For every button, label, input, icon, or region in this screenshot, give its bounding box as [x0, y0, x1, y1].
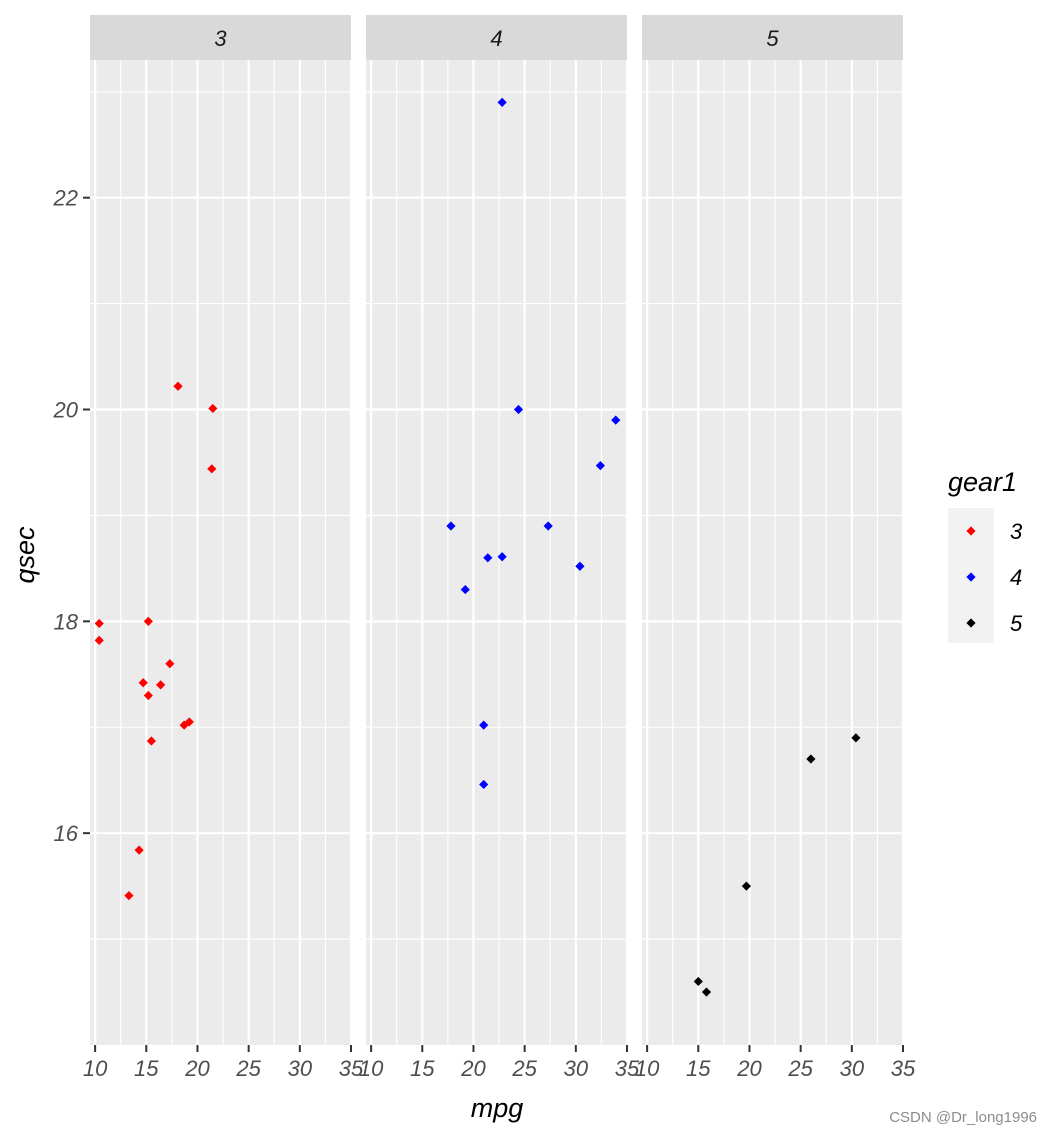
- x-tick-label: 20: [460, 1056, 486, 1081]
- data-point: [497, 552, 507, 562]
- facet-strip-label-5: 5: [766, 26, 779, 51]
- x-tick-label: 35: [615, 1056, 640, 1081]
- x-tick-label: 25: [511, 1056, 537, 1081]
- facet-panel-4: 4: [366, 15, 629, 1045]
- panel-background-3: [90, 60, 351, 1045]
- panel-background-5: [642, 60, 903, 1045]
- x-tick-label: 15: [410, 1056, 435, 1081]
- facet-strip-4: [366, 15, 627, 60]
- x-tick-label: 15: [686, 1056, 711, 1081]
- data-point: [460, 584, 470, 595]
- legend-key-3: [966, 526, 976, 536]
- data-point: [701, 987, 712, 997]
- y-tick-label: 20: [53, 398, 79, 423]
- data-point: [806, 754, 816, 764]
- y-axis: 16 18 20 22: [53, 186, 90, 846]
- panel-background-4: [366, 60, 627, 1045]
- facet-strip-label-3: 3: [214, 26, 227, 51]
- y-tick-label: 18: [54, 609, 79, 634]
- x-tick-label: 35: [339, 1056, 364, 1081]
- data-point: [143, 616, 153, 626]
- facet-panels: 3 4 5: [90, 15, 905, 1045]
- x-tick-label: 25: [235, 1056, 261, 1081]
- x-tick-label: 30: [564, 1056, 589, 1081]
- x-tick-label: 35: [891, 1056, 916, 1081]
- x-tick-label: 10: [359, 1056, 384, 1081]
- data-point: [207, 464, 217, 474]
- series-gear-4: [446, 97, 621, 790]
- legend-label-3: 3: [1010, 519, 1023, 544]
- legend-key-5: [966, 618, 976, 628]
- data-point: [184, 717, 194, 727]
- data-point: [146, 736, 157, 746]
- y-tick-label: 16: [54, 821, 79, 846]
- data-point: [497, 97, 507, 107]
- data-point: [513, 404, 524, 415]
- x-axis-title: mpg: [471, 1093, 524, 1123]
- data-point: [124, 891, 134, 901]
- data-point: [446, 521, 456, 531]
- series-gear-5: [693, 733, 861, 997]
- x-tick-label: 20: [184, 1056, 210, 1081]
- data-point: [479, 720, 489, 730]
- legend-key-4: [966, 572, 976, 582]
- data-point: [165, 659, 175, 669]
- series-gear-3: [94, 381, 218, 901]
- data-point: [156, 680, 166, 690]
- data-point: [575, 561, 585, 571]
- legend: gear1 3 4 5: [948, 467, 1023, 643]
- caption: CSDN @Dr_long1996: [889, 1109, 1037, 1126]
- data-point: [693, 976, 703, 987]
- data-point: [134, 845, 144, 855]
- data-point: [483, 553, 493, 563]
- data-point: [595, 461, 605, 471]
- data-point: [611, 415, 621, 425]
- facet-strip-3: [90, 15, 351, 60]
- data-point: [741, 881, 751, 891]
- x-tick-label: 15: [134, 1056, 159, 1081]
- legend-entries: 3 4 5: [966, 519, 1023, 636]
- x-tick-label: 20: [736, 1056, 762, 1081]
- y-tick-label: 22: [53, 186, 78, 211]
- x-tick-label: 25: [787, 1056, 813, 1081]
- legend-label-5: 5: [1010, 611, 1023, 636]
- facet-panel-5: 5: [642, 15, 905, 1045]
- facet-strip-label-4: 4: [490, 26, 502, 51]
- legend-title: gear1: [948, 467, 1017, 497]
- data-point: [479, 779, 489, 790]
- x-tick-label: 10: [635, 1056, 660, 1081]
- x-tick-label: 30: [288, 1056, 313, 1081]
- data-point: [208, 403, 218, 414]
- x-tick-label: 10: [83, 1056, 108, 1081]
- data-point: [138, 678, 148, 688]
- facet-strip-5: [642, 15, 903, 60]
- data-point: [94, 618, 104, 629]
- data-point: [94, 635, 104, 646]
- facet-panel-3: 3: [90, 15, 353, 1045]
- y-axis-title: qsec: [10, 526, 40, 584]
- data-point: [851, 733, 861, 743]
- data-point: [173, 381, 183, 391]
- data-point: [543, 521, 553, 531]
- legend-label-4: 4: [1010, 565, 1022, 590]
- data-point: [143, 690, 153, 701]
- x-tick-label: 30: [840, 1056, 865, 1081]
